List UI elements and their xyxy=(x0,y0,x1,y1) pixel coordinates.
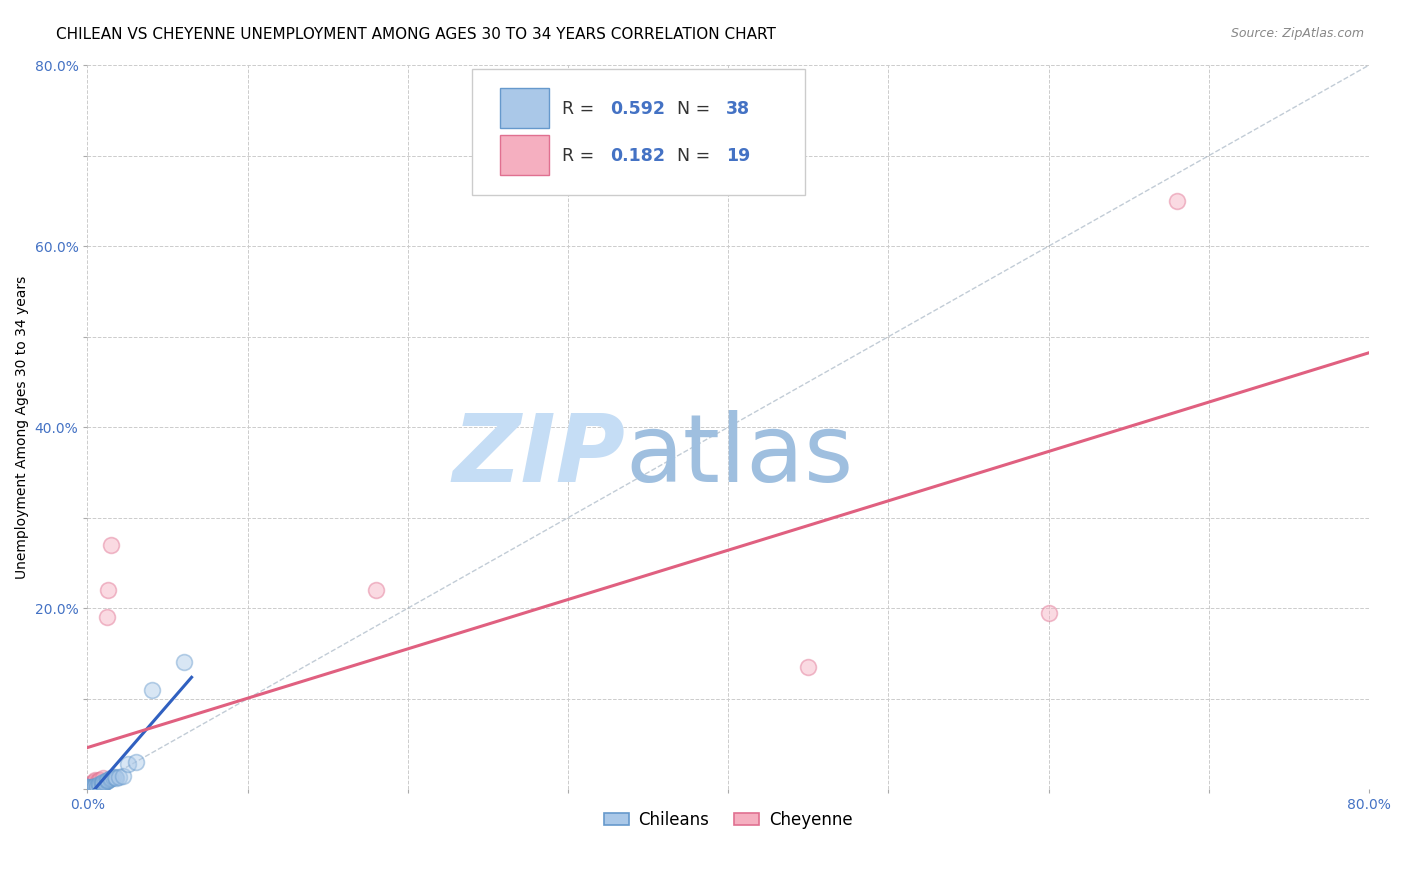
Point xyxy=(76,780,98,795)
Point xyxy=(93,777,115,791)
Point xyxy=(84,780,107,794)
Legend: Chileans, Cheyenne: Chileans, Cheyenne xyxy=(596,804,859,835)
Point xyxy=(82,776,104,790)
Point xyxy=(96,610,118,624)
Text: R =: R = xyxy=(561,100,599,118)
Point xyxy=(87,778,110,792)
Point xyxy=(76,780,98,795)
Point xyxy=(86,780,108,794)
Point xyxy=(100,538,122,552)
Point xyxy=(87,773,110,788)
Point xyxy=(76,780,98,795)
Point xyxy=(364,583,387,598)
Point xyxy=(82,780,104,795)
Point xyxy=(97,773,120,788)
FancyBboxPatch shape xyxy=(472,69,806,195)
Point xyxy=(84,779,107,793)
Point xyxy=(84,774,107,789)
Point xyxy=(105,772,128,786)
Point xyxy=(86,779,108,793)
Point xyxy=(79,778,101,792)
Point xyxy=(76,781,98,796)
Point xyxy=(87,777,110,791)
Point xyxy=(82,780,104,794)
Text: Source: ZipAtlas.com: Source: ZipAtlas.com xyxy=(1230,27,1364,40)
Point xyxy=(104,770,127,784)
Point xyxy=(96,773,118,788)
Point xyxy=(96,774,118,789)
Point xyxy=(117,756,139,771)
Text: N =: N = xyxy=(678,146,716,165)
Point xyxy=(98,772,121,787)
Point xyxy=(1166,194,1188,208)
Text: CHILEAN VS CHEYENNE UNEMPLOYMENT AMONG AGES 30 TO 34 YEARS CORRELATION CHART: CHILEAN VS CHEYENNE UNEMPLOYMENT AMONG A… xyxy=(56,27,776,42)
Point xyxy=(100,772,122,786)
Point xyxy=(141,682,163,697)
Point xyxy=(90,776,112,790)
Point xyxy=(86,775,108,789)
Bar xyxy=(501,136,548,175)
Point xyxy=(89,773,111,788)
Point xyxy=(76,779,98,793)
Text: 19: 19 xyxy=(725,146,749,165)
Point xyxy=(76,782,98,797)
Point xyxy=(89,778,111,792)
Point xyxy=(93,775,115,789)
Point xyxy=(76,782,98,797)
Text: 0.182: 0.182 xyxy=(610,146,665,165)
Point xyxy=(173,656,195,670)
Point xyxy=(76,780,98,794)
Point xyxy=(101,771,124,785)
Point xyxy=(797,660,820,674)
Point xyxy=(83,775,105,789)
Text: N =: N = xyxy=(678,100,716,118)
Text: atlas: atlas xyxy=(626,410,853,502)
Point xyxy=(93,772,115,786)
Point xyxy=(76,782,98,797)
Point xyxy=(83,780,105,794)
Point xyxy=(1038,606,1060,620)
Point xyxy=(108,770,131,784)
Point xyxy=(111,769,134,783)
Point xyxy=(76,781,98,796)
Point xyxy=(97,583,120,598)
Point xyxy=(124,755,146,769)
Point xyxy=(94,775,117,789)
Point xyxy=(76,782,98,797)
Point xyxy=(90,777,112,791)
Text: 38: 38 xyxy=(725,100,749,118)
Text: 0.592: 0.592 xyxy=(610,100,665,118)
Text: ZIP: ZIP xyxy=(453,410,626,502)
Y-axis label: Unemployment Among Ages 30 to 34 years: Unemployment Among Ages 30 to 34 years xyxy=(15,276,30,579)
Text: R =: R = xyxy=(561,146,599,165)
Point xyxy=(82,781,104,796)
Bar xyxy=(501,88,548,128)
Point xyxy=(84,773,107,788)
